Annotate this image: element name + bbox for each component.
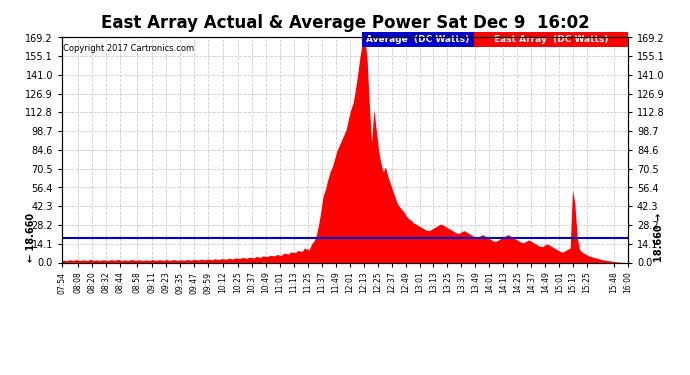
Text: 18.660 →: 18.660 →: [654, 213, 664, 262]
Title: East Array Actual & Average Power Sat Dec 9  16:02: East Array Actual & Average Power Sat De…: [101, 14, 589, 32]
Text: ← 18.660: ← 18.660: [26, 213, 36, 262]
Text: Copyright 2017 Cartronics.com: Copyright 2017 Cartronics.com: [63, 44, 194, 53]
